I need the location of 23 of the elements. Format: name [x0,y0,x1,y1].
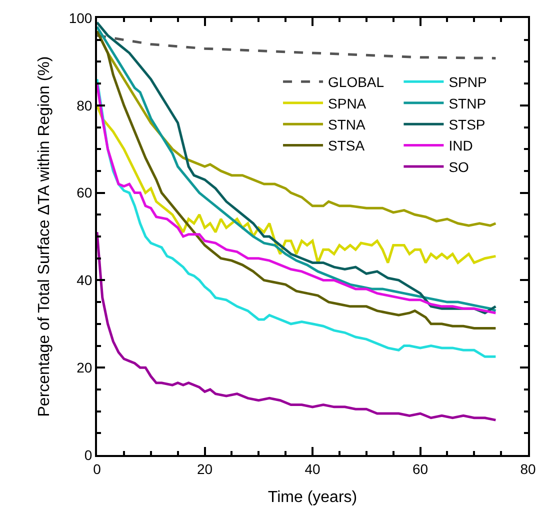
legend-label: SPNA [328,95,367,112]
legend-label: GLOBAL [328,74,384,90]
legend-label: STSP [448,116,486,133]
x-tick-label: 60 [412,460,428,477]
x-tick-label: 20 [196,460,213,477]
legend-label: STNA [328,116,366,133]
y-tick-label: 60 [76,184,92,201]
y-tick-label: 20 [76,360,92,376]
legend-label: STNP [448,95,486,112]
x-axis-title: Time (years) [268,489,358,506]
line-series [97,230,497,422]
legend-label: SPNP [448,74,487,90]
y-tick-label: 100 [68,10,92,26]
y-tick-label: 40 [76,272,92,288]
x-tick-label: 80 [520,460,536,477]
y-tick-label: 80 [76,97,92,114]
y-tick-label: 0 [84,446,92,463]
x-tick-label: 40 [304,460,320,477]
legend-label: IND [448,138,473,154]
legend-label: STSA [328,138,366,154]
legend-label: SO [448,158,470,175]
line-series [97,34,497,60]
y-axis-title: Percentage of Total Surface ΔTA within Region (%) [36,56,54,417]
